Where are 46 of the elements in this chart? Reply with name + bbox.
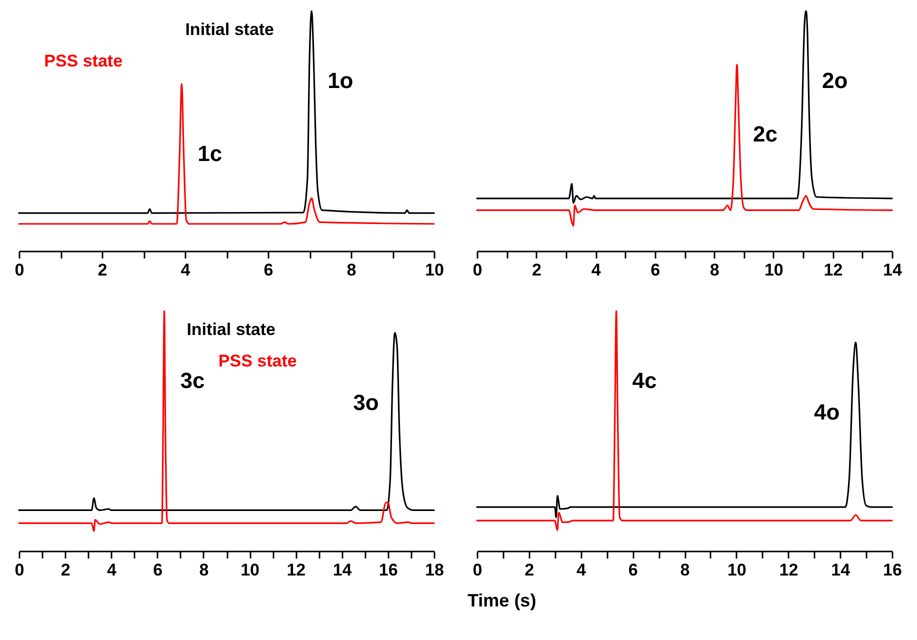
x-tick-label: 2 — [524, 560, 534, 580]
annotation: 1c — [198, 140, 222, 166]
x-tick-label: 14 — [831, 560, 851, 580]
x-tick-label: 16 — [883, 560, 902, 580]
x-tick-label: 4 — [106, 560, 117, 580]
x-tick-label: 10 — [764, 260, 784, 280]
x-tick-label: 8 — [199, 560, 209, 580]
x-tick-label: 6 — [264, 260, 274, 280]
x-tick-label: 18 — [425, 560, 444, 580]
annotation: 2c — [752, 122, 778, 147]
text: PSS state — [218, 351, 297, 370]
annotation: 4o — [814, 399, 840, 424]
x-tick-label: 14 — [332, 560, 352, 580]
x-tick-label: 10 — [425, 260, 444, 280]
text: Initial state — [186, 320, 276, 340]
annotation: 3c — [180, 368, 205, 393]
x-tick-label: 8 — [680, 560, 690, 580]
x-tick-label: 4 — [576, 560, 587, 580]
x-tick-label: 6 — [628, 560, 638, 580]
x-tick-label: 6 — [153, 560, 163, 580]
x-tick-label: 14 — [883, 260, 902, 280]
annotation: 4c — [632, 368, 657, 393]
x-tick-label: 2 — [60, 560, 70, 580]
x-tick-label: 0 — [14, 560, 24, 580]
x-tick-label: 10 — [727, 560, 746, 580]
x-tick-label: 6 — [650, 260, 660, 280]
x-tick-label: 0 — [472, 560, 482, 580]
x-tick-label: 12 — [779, 560, 798, 580]
x-tick-label: 2 — [532, 260, 542, 280]
text: PSS state — [44, 51, 123, 70]
x-tick-label: 12 — [286, 560, 306, 580]
x-tick-label: 12 — [824, 260, 843, 280]
x-tick-label: 16 — [378, 560, 398, 580]
x-tick-label: 4 — [180, 260, 191, 280]
annotation: 1o — [328, 68, 354, 93]
text: Initial state — [185, 20, 274, 40]
x-tick-label: 0 — [472, 260, 482, 280]
x-tick-label: 2 — [98, 260, 108, 280]
x-tick-label: 8 — [710, 260, 720, 280]
x-tick-label: 8 — [346, 260, 356, 280]
annotation: 3o — [353, 390, 379, 415]
x-tick-label: 4 — [591, 260, 602, 280]
x-tick-label: 10 — [240, 560, 260, 580]
x-axis-title: Time (s) — [468, 590, 536, 610]
annotation: 2o — [822, 68, 848, 93]
x-tick-label: 0 — [14, 260, 24, 280]
